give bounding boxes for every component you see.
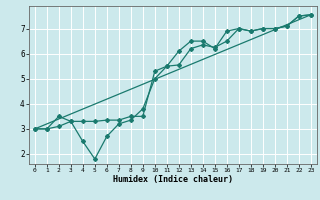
X-axis label: Humidex (Indice chaleur): Humidex (Indice chaleur) xyxy=(113,175,233,184)
